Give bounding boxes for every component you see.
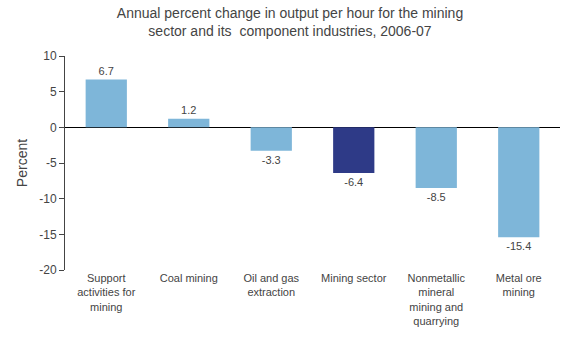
svg-text:Annual percent change in outpu: Annual percent change in output per hour… (117, 5, 463, 39)
svg-text:Percent: Percent (14, 139, 30, 187)
svg-text:-5: -5 (46, 156, 57, 170)
svg-text:10: 10 (43, 49, 57, 63)
svg-text:-20: -20 (39, 263, 57, 277)
svg-text:-6.4: -6.4 (344, 176, 363, 188)
svg-text:-15: -15 (39, 228, 57, 242)
svg-text:5: 5 (50, 85, 57, 99)
svg-text:Supportactivities formining: Supportactivities formining (77, 272, 135, 313)
svg-text:Nonmetallicmineralmining andqu: Nonmetallicmineralmining andquarrying (408, 272, 466, 327)
svg-text:-8.5: -8.5 (427, 191, 446, 203)
svg-text:-15.4: -15.4 (506, 240, 531, 252)
svg-text:-10: -10 (39, 192, 57, 206)
svg-text:0: 0 (50, 121, 57, 135)
svg-text:1.2: 1.2 (181, 104, 196, 116)
svg-text:6.7: 6.7 (99, 65, 114, 77)
svg-text:Coal mining: Coal mining (160, 272, 218, 284)
svg-text:Mining sector: Mining sector (321, 272, 387, 284)
svg-text:-3.3: -3.3 (262, 154, 281, 166)
svg-text:Oil and gasextraction: Oil and gasextraction (243, 272, 299, 298)
svg-text:Metal oremining: Metal oremining (496, 272, 542, 298)
